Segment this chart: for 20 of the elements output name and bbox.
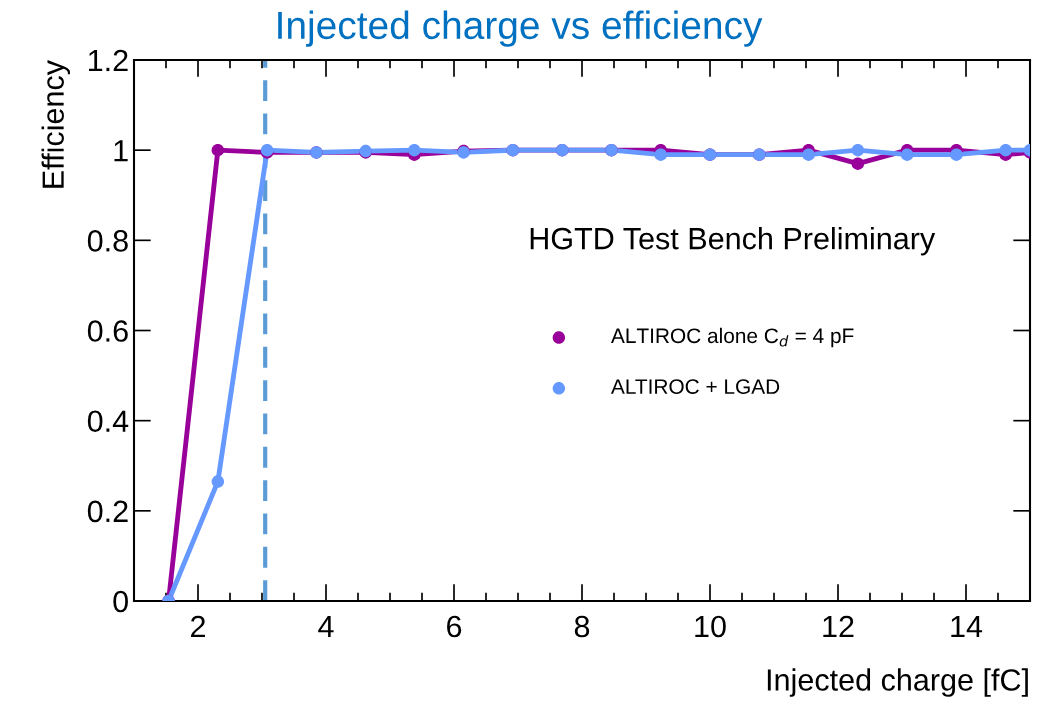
- chart-title: Injected charge vs efficiency: [278, 10, 763, 47]
- y-tick-label: 0.4: [87, 410, 129, 433]
- x-tick-label: 14: [951, 616, 983, 638]
- x-axis-title: Injected charge [fC]: [767, 668, 1028, 697]
- legend-label: ALTIROC + LGAD: [610, 379, 780, 394]
- x-tick-label: 12: [823, 615, 854, 638]
- y-tick-label: 0.8: [87, 230, 128, 252]
- y-tick-label: 0.6: [87, 320, 128, 342]
- x-tick-label: 4: [318, 616, 334, 638]
- x-tick-label: 6: [447, 615, 462, 638]
- y-tick-label: 0.2: [87, 500, 128, 523]
- y-tick-label: 0: [113, 590, 128, 613]
- x-tick-label: 2: [191, 615, 205, 638]
- y-axis-title: Efficiency: [41, 60, 70, 188]
- y-tick-label: 1: [114, 140, 128, 162]
- y-tick-label: 1.2: [89, 49, 128, 72]
- x-tick-label: 10: [695, 615, 726, 638]
- annotation: HGTD Test Bench Preliminary: [530, 226, 936, 256]
- legend-label: ALTIROC alone C$_{d}$ = 4 pF: [610, 327, 854, 348]
- x-tick-label: 8: [574, 615, 590, 638]
